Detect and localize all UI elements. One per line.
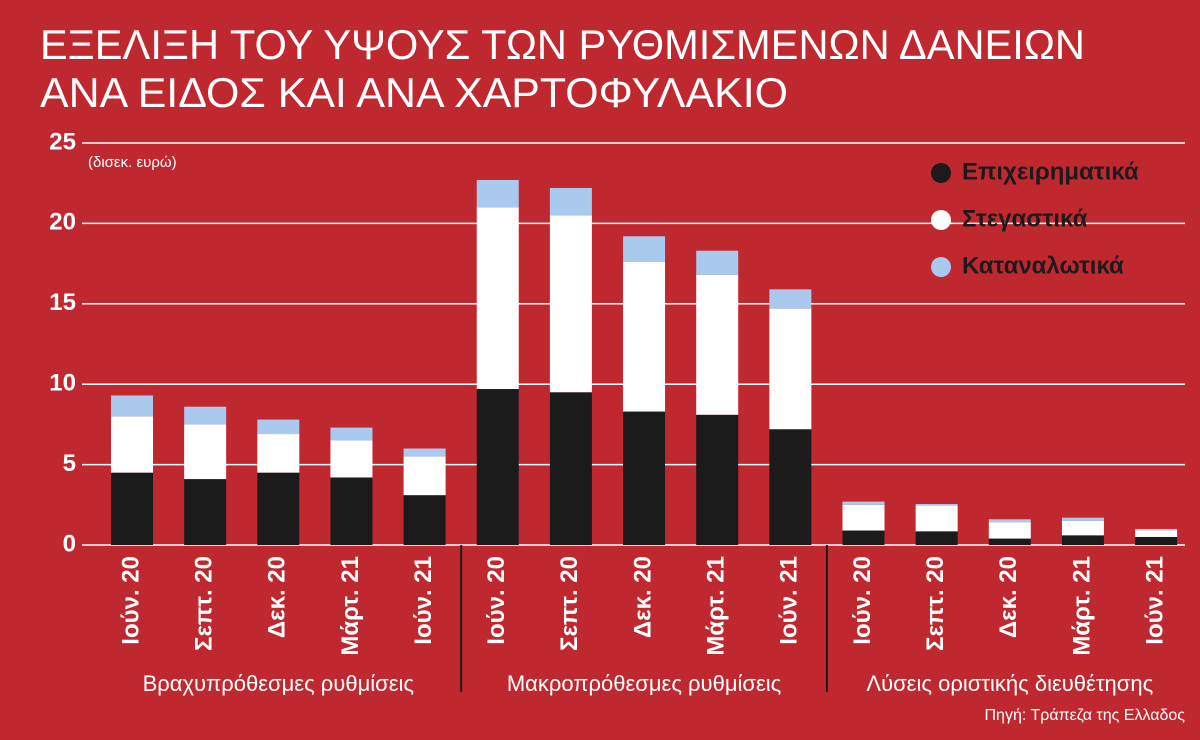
legend-label: Επιχειρηματικά [962, 158, 1139, 185]
bar-segment [842, 530, 885, 545]
bar-segment [623, 236, 666, 262]
legend-label: Καταναλωτικά [962, 252, 1124, 279]
bar-segment [476, 179, 519, 208]
x-tick-label: Ιούν. 20 [117, 556, 144, 645]
x-tick-label: Ιούν. 20 [483, 556, 510, 645]
x-tick-label: Μάρτ. 21 [337, 556, 364, 656]
legend-swatch [931, 257, 951, 277]
chart-title: ΕΞΕΛΙΞΗ ΤΟΥ ΥΨΟΥΣ ΤΩΝ ΡΥΘΜΙΣΜΕΝΩΝ ΔΑΝΕΙΩ… [40, 21, 1085, 68]
y-tick-label: 15 [49, 289, 76, 316]
legend-swatch [931, 163, 951, 183]
bar-segment [111, 416, 153, 473]
bar-segment [1061, 520, 1104, 536]
y-tick-label: 0 [63, 530, 76, 557]
bar-segment [403, 448, 446, 457]
bar-segment [549, 188, 592, 216]
bar-segment [769, 429, 812, 545]
group-label: Βραχυπρόθεσμες ρυθμίσεις [143, 671, 414, 696]
bar-segment [842, 504, 885, 531]
bar-segment [330, 427, 373, 441]
bar-segment [257, 472, 300, 545]
bar-segment [257, 419, 300, 435]
bar-segment [403, 456, 446, 496]
bar-segment [623, 261, 666, 412]
x-tick-label: Ιούν. 21 [1141, 556, 1168, 645]
bar-segment [915, 505, 958, 532]
bar-segment [184, 406, 227, 425]
bar-segment [696, 414, 739, 545]
bar-segment [696, 274, 739, 415]
bar-segment [988, 538, 1031, 545]
y-tick-label: 10 [49, 370, 76, 397]
x-tick-label: Δεκ. 20 [264, 556, 291, 638]
x-tick-label: Σεπτ. 20 [556, 556, 583, 651]
bar-segment [1135, 528, 1178, 531]
bar-segment [1135, 530, 1178, 537]
x-tick-label: Σεπτ. 20 [922, 556, 949, 651]
bar-segment [623, 411, 666, 545]
y-tick-label: 5 [63, 450, 76, 477]
source: Πηγή: Τράπεζα της Ελλαδος [985, 707, 1186, 724]
legend-label: Στεγαστικά [962, 205, 1088, 232]
bar-segment [1061, 517, 1104, 521]
bar-segment [330, 440, 373, 478]
bar-segment [549, 215, 592, 393]
bar-segment [769, 289, 812, 309]
legend-swatch [931, 210, 951, 230]
y-tick-label: 20 [49, 209, 76, 236]
x-tick-label: Μάρτ. 21 [703, 556, 730, 656]
bar-segment [257, 434, 300, 473]
y-tick-label: 25 [49, 128, 76, 155]
bar-segment [549, 392, 592, 545]
bar-segment [403, 495, 446, 545]
bar-segment [184, 424, 227, 480]
bar-segment [988, 522, 1031, 539]
x-tick-label: Δεκ. 20 [629, 556, 656, 638]
x-tick-label: Σεπτ. 20 [190, 556, 217, 651]
bar-segment [476, 207, 519, 390]
x-tick-label: Ιούν. 21 [410, 556, 437, 645]
group-label: Μακροπρόθεσμες ρυθμίσεις [507, 671, 781, 696]
bar-segment [1061, 535, 1104, 545]
bar-segment [1135, 536, 1178, 545]
bar-segment [476, 389, 519, 545]
x-tick-label: Δεκ. 20 [995, 556, 1022, 638]
x-tick-label: Μάρτ. 21 [1068, 556, 1095, 656]
bar-segment [184, 479, 227, 545]
chart-title: ΑΝΑ ΕΙΔΟΣ ΚΑΙ ΑΝΑ ΧΑΡΤΟΦΥΛΑΚΙΟ [40, 69, 788, 116]
y-axis-label: (δισεκ. ευρώ) [88, 154, 177, 171]
bar-segment [330, 477, 373, 545]
x-tick-label: Ιούν. 20 [849, 556, 876, 645]
bar-segment [696, 250, 739, 275]
bar-segment [842, 501, 885, 505]
bar-segment [111, 472, 153, 545]
bar-segment [111, 395, 153, 417]
group-label: Λύσεις οριστικής διευθέτησης [866, 671, 1153, 696]
bar-segment [769, 308, 812, 430]
bar-segment [988, 519, 1031, 523]
x-tick-label: Ιούν. 21 [776, 556, 803, 645]
bar-segment [915, 531, 958, 545]
bar-segment [915, 503, 958, 506]
